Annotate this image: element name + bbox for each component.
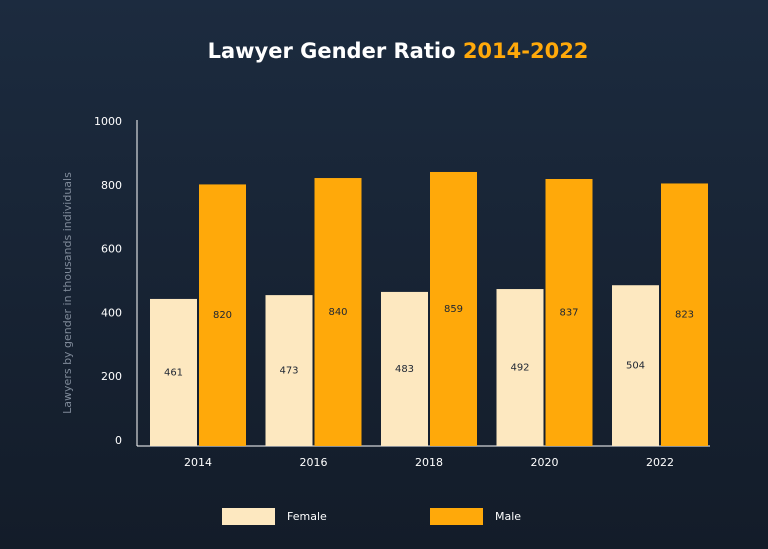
bar	[545, 178, 593, 446]
y-tick-label: 200	[101, 370, 122, 383]
value-label: 483	[395, 364, 414, 375]
title-highlight: 2014-2022	[463, 39, 589, 63]
bar	[314, 178, 362, 447]
y-tick-label: 0	[115, 434, 122, 447]
x-tick-label: 2020	[531, 456, 559, 469]
legend-label: Female	[287, 510, 327, 523]
bar	[661, 183, 708, 446]
x-tick-label: 2014	[184, 456, 212, 469]
bar	[265, 295, 313, 446]
bar	[612, 285, 659, 446]
value-label: 461	[164, 367, 183, 378]
chart-title: Lawyer Gender Ratio 2014-2022	[208, 39, 589, 63]
y-axis-label: Lawyers by gender in thousands individua…	[61, 172, 74, 414]
bar	[381, 291, 428, 446]
y-tick-label: 600	[101, 243, 122, 256]
value-label: 840	[328, 307, 347, 318]
y-tick-label: 800	[101, 179, 122, 192]
x-tick-label: 2016	[300, 456, 328, 469]
value-label: 859	[444, 304, 463, 315]
bar	[496, 289, 544, 446]
x-tick-label: 2018	[415, 456, 443, 469]
value-label: 504	[626, 361, 645, 372]
y-tick-label: 1000	[94, 115, 122, 128]
value-label: 823	[675, 310, 694, 321]
bar	[430, 171, 477, 446]
legend-swatch	[430, 508, 483, 525]
legend-swatch	[222, 508, 275, 525]
value-label: 837	[559, 307, 578, 318]
value-label: 820	[213, 310, 232, 321]
value-label: 492	[510, 363, 529, 374]
value-label: 473	[279, 366, 298, 377]
legend-label: Male	[495, 510, 521, 523]
bar	[199, 184, 246, 447]
title-main: Lawyer Gender Ratio	[208, 39, 456, 63]
bar	[150, 298, 197, 446]
y-tick-label: 400	[101, 306, 122, 319]
x-tick-label: 2022	[646, 456, 674, 469]
